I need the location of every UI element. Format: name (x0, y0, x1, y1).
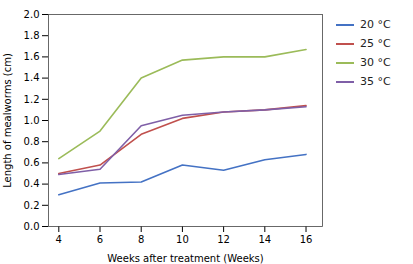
svg-text:0.2: 0.2 (24, 200, 40, 211)
svg-text:Weeks after treatment (Weeks): Weeks after treatment (Weeks) (107, 253, 263, 264)
svg-text:16: 16 (300, 234, 313, 245)
svg-text:1.6: 1.6 (24, 51, 40, 62)
svg-text:2.0: 2.0 (24, 9, 40, 20)
html-text:35 °C: 35 °C (360, 75, 391, 88)
svg-text:4: 4 (56, 234, 62, 245)
html-text:25 °C: 25 °C (360, 37, 391, 50)
svg-text:6: 6 (97, 234, 103, 245)
svg-text:1.0: 1.0 (24, 115, 40, 126)
html-text:20 °C: 20 °C (360, 18, 391, 31)
svg-text:0.8: 0.8 (24, 136, 40, 147)
svg-text:0.4: 0.4 (24, 178, 40, 189)
svg-text:Length of mealworms (cm): Length of mealworms (cm) (2, 53, 13, 188)
svg-text:0.6: 0.6 (24, 157, 40, 168)
svg-text:1.2: 1.2 (24, 94, 40, 105)
svg-text:1.4: 1.4 (24, 72, 40, 83)
svg-text:14: 14 (258, 234, 271, 245)
svg-text:0.0: 0.0 (24, 221, 40, 232)
svg-text:12: 12 (217, 234, 230, 245)
svg-text:1.8: 1.8 (24, 30, 40, 41)
svg-text:8: 8 (138, 234, 144, 245)
html-text:30 °C: 30 °C (360, 56, 391, 69)
svg-text:10: 10 (176, 234, 189, 245)
